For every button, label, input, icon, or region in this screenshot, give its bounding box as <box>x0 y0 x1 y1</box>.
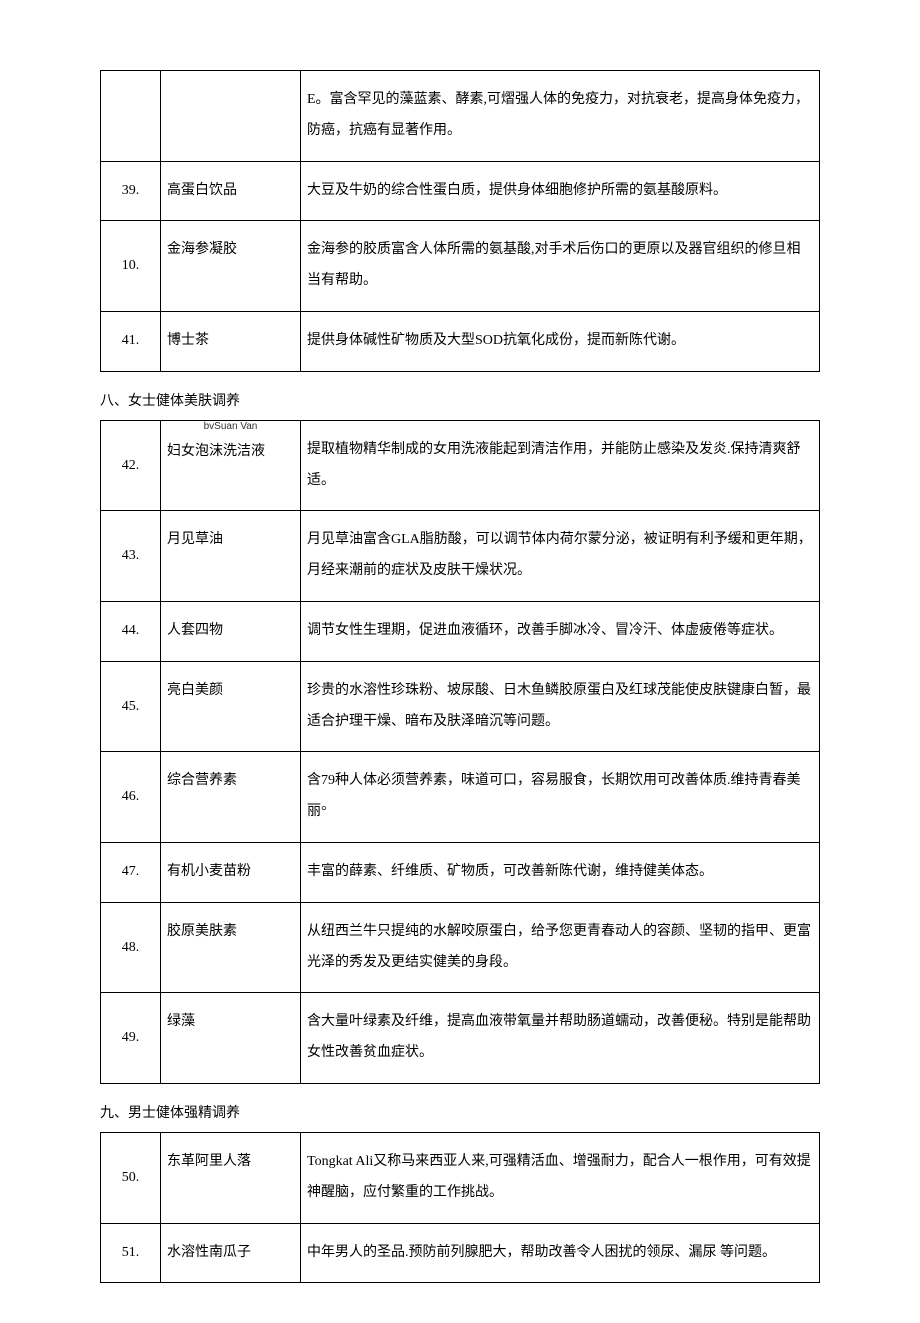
cell-num: 44. <box>101 601 161 661</box>
table-row: 10. 金海参凝胶 金海参的胶质富含人体所需的氨基酸,对手术后伤口的更原以及器官… <box>101 221 820 312</box>
cell-name: 水溶性南瓜子 <box>161 1223 301 1283</box>
cell-desc: 珍贵的水溶性珍珠粉、坡尿酸、日木鱼鳞胶原蛋白及红球茂能使皮肤键康白暂，最适合护理… <box>301 661 820 752</box>
cell-name: 亮白美颜 <box>161 661 301 752</box>
cell-num: 45. <box>101 661 161 752</box>
cell-num: 51. <box>101 1223 161 1283</box>
cell-desc: E。富含罕见的藻蓝素、酵素,可熠强人体的免疫力，对抗衰老，提高身体免疫力，防癌，… <box>301 71 820 162</box>
table-row: 41. 博士茶 提供身体碱性矿物质及大型SOD抗氧化成份，提而新陈代谢。 <box>101 311 820 371</box>
cell-name: bvSuan Van 妇女泡沫洗洁液 <box>161 420 301 511</box>
cell-name: 高蛋白饮品 <box>161 161 301 221</box>
cell-desc: 金海参的胶质富含人体所需的氨基酸,对手术后伤口的更原以及器官组织的修旦相当有帮助… <box>301 221 820 312</box>
table-row: 48. 胶原美肤素 从纽西兰牛只提纯的水解咬原蛋白，给予您更青春动人的容颜、坚韧… <box>101 902 820 993</box>
cell-desc: 大豆及牛奶的综合性蛋白质，提供身体细胞修护所需的氨基酸原料。 <box>301 161 820 221</box>
cell-num: 46. <box>101 752 161 843</box>
cell-name: 金海参凝胶 <box>161 221 301 312</box>
desc-text: E。富含罕见的藻蓝素、酵素,可熠强人体的免疫力，对抗衰老，提高身体免疫力，防癌，… <box>301 71 819 161</box>
table-section8: 42. bvSuan Van 妇女泡沫洗洁液 提取植物精华制成的女用洗液能起到清… <box>100 420 820 1084</box>
cell-num: 50. <box>101 1132 161 1223</box>
cell-num: 48. <box>101 902 161 993</box>
cell-desc: 月见草油富含GLA脂肪酸，可以调节体内荷尔蒙分泌，被证明有利予缓和更年期，月经来… <box>301 511 820 602</box>
cell-num: 41. <box>101 311 161 371</box>
cell-num: 42. <box>101 420 161 511</box>
cell-name: 有机小麦苗粉 <box>161 842 301 902</box>
document-page: E。富含罕见的藻蓝素、酵素,可熠强人体的免疫力，对抗衰老，提高身体免疫力，防癌，… <box>0 0 920 1323</box>
table-row: 46. 综合营养素 含79种人体必须营养素，味道可口，容易服食，长期饮用可改善体… <box>101 752 820 843</box>
cell-name: 绿藻 <box>161 993 301 1084</box>
cell-num: 10. <box>101 221 161 312</box>
cell-name: 博士茶 <box>161 311 301 371</box>
name-text: 妇女泡沫洗洁液 <box>161 437 300 482</box>
cell-num <box>101 71 161 162</box>
table-row: 39. 高蛋白饮品 大豆及牛奶的综合性蛋白质，提供身体细胞修护所需的氨基酸原料。 <box>101 161 820 221</box>
table-row: 51. 水溶性南瓜子 中年男人的圣品.预防前列腺肥大，帮助改善令人困扰的领尿、漏… <box>101 1223 820 1283</box>
cell-name: 胶原美肤素 <box>161 902 301 993</box>
table-row: 47. 有机小麦苗粉 丰富的薛素、纤维质、矿物质，可改善新陈代谢，维持健美体态。 <box>101 842 820 902</box>
cell-desc: 中年男人的圣品.预防前列腺肥大，帮助改善令人困扰的领尿、漏尿 等问题。 <box>301 1223 820 1283</box>
cell-desc: 丰富的薛素、纤维质、矿物质，可改善新陈代谢，维持健美体态。 <box>301 842 820 902</box>
cell-name <box>161 71 301 162</box>
cell-name: 东革阿里人落 <box>161 1132 301 1223</box>
cell-name: 人套四物 <box>161 601 301 661</box>
table-row: 44. 人套四物 调节女性生理期，促进血液循环，改善手脚冰冷、冒冷汗、体虚疲倦等… <box>101 601 820 661</box>
cell-num: 49. <box>101 993 161 1084</box>
cell-desc: 从纽西兰牛只提纯的水解咬原蛋白，给予您更青春动人的容颜、坚韧的指甲、更富光泽的秀… <box>301 902 820 993</box>
cell-num: 39. <box>101 161 161 221</box>
cell-name: 月见草油 <box>161 511 301 602</box>
cell-desc: 调节女性生理期，促进血液循环，改善手脚冰冷、冒冷汗、体虚疲倦等症状。 <box>301 601 820 661</box>
section8-heading: 八、女士健体美肤调养 <box>100 390 820 410</box>
cell-name: 综合营养素 <box>161 752 301 843</box>
table-section7-continued: E。富含罕见的藻蓝素、酵素,可熠强人体的免疫力，对抗衰老，提高身体免疫力，防癌，… <box>100 70 820 372</box>
name-sublabel: bvSuan Van <box>161 421 300 437</box>
table-row: 43. 月见草油 月见草油富含GLA脂肪酸，可以调节体内荷尔蒙分泌，被证明有利予… <box>101 511 820 602</box>
cell-desc: 含79种人体必须营养素，味道可口，容易服食，长期饮用可改善体质.维持青春美丽° <box>301 752 820 843</box>
table-row: 49. 绿藻 含大量叶绿素及纤维，提高血液带氧量并帮助肠道蠕动，改善便秘。特别是… <box>101 993 820 1084</box>
table-row: 45. 亮白美颜 珍贵的水溶性珍珠粉、坡尿酸、日木鱼鳞胶原蛋白及红球茂能使皮肤键… <box>101 661 820 752</box>
cell-desc: Tongkat Ali又称马来西亚人来,可强精活血、增强耐力，配合人一根作用，可… <box>301 1132 820 1223</box>
cell-desc: 含大量叶绿素及纤维，提高血液带氧量并帮助肠道蠕动，改善便秘。特别是能帮助女性改善… <box>301 993 820 1084</box>
table-row: 50. 东革阿里人落 Tongkat Ali又称马来西亚人来,可强精活血、增强耐… <box>101 1132 820 1223</box>
cell-num: 47. <box>101 842 161 902</box>
cell-desc: 提取植物精华制成的女用洗液能起到清洁作用，并能防止感染及发炎.保持清爽舒适。 <box>301 420 820 511</box>
cell-desc: 提供身体碱性矿物质及大型SOD抗氧化成份，提而新陈代谢。 <box>301 311 820 371</box>
section9-heading: 九、男士健体强精调养 <box>100 1102 820 1122</box>
cell-num: 43. <box>101 511 161 602</box>
table-section9: 50. 东革阿里人落 Tongkat Ali又称马来西亚人来,可强精活血、增强耐… <box>100 1132 820 1283</box>
table-row: E。富含罕见的藻蓝素、酵素,可熠强人体的免疫力，对抗衰老，提高身体免疫力，防癌，… <box>101 71 820 162</box>
table-row: 42. bvSuan Van 妇女泡沫洗洁液 提取植物精华制成的女用洗液能起到清… <box>101 420 820 511</box>
